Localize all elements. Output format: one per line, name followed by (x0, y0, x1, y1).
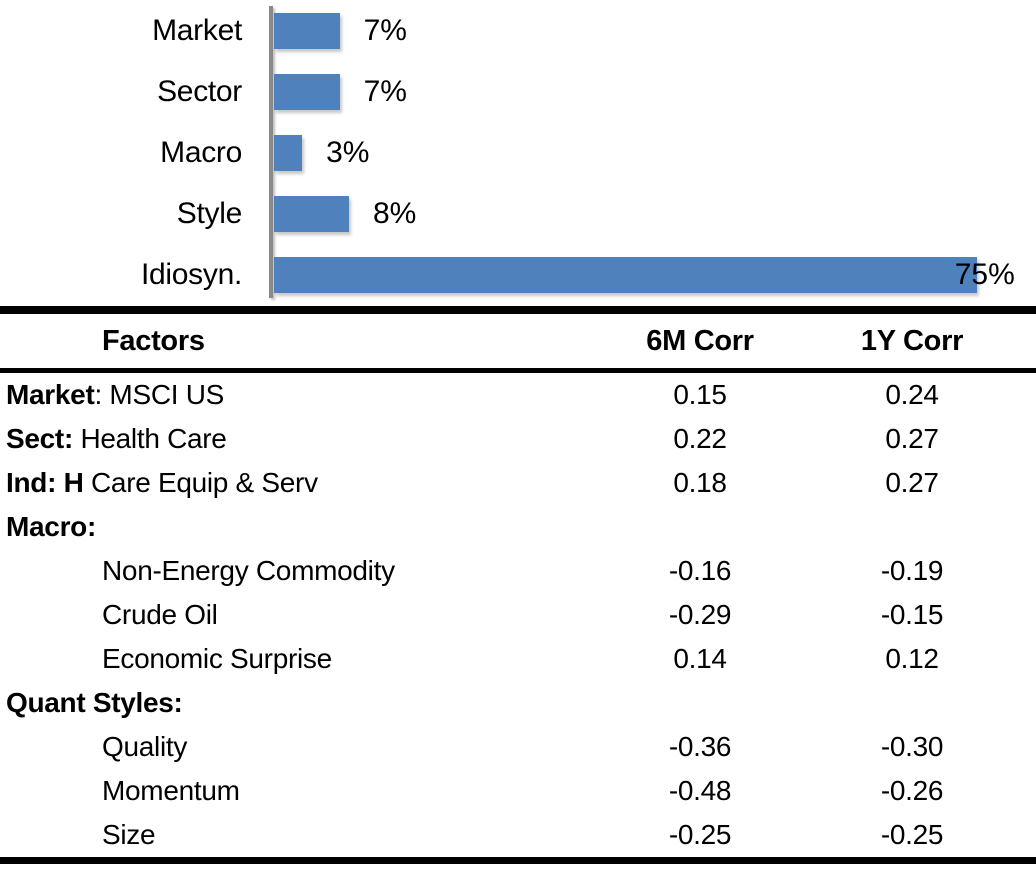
factor-cell: Macro: (0, 511, 580, 543)
corr-6m-cell: 0.22 (673, 423, 727, 454)
chart-category-label: Style (176, 196, 243, 230)
factor-cell: Market: MSCI US (0, 379, 580, 411)
table-body: Market: MSCI US 0.15 0.24 Sect: Health Care… (0, 373, 1036, 857)
header-1y-corr: 1Y Corr (860, 324, 964, 357)
factor-label: : MSCI US (94, 379, 225, 410)
factor-label-bold: Sect: (6, 423, 73, 454)
chart-row-market: Market 7% (0, 0, 1036, 61)
corr-6m-cell: 0.15 (673, 379, 727, 410)
chart-row-idiosyn: Idiosyn. 75% (0, 244, 1036, 305)
table-row: Economic Surprise 0.14 0.12 (0, 637, 1036, 681)
corr-1y-cell: -0.26 (880, 775, 944, 806)
corr-6m-cell: -0.48 (668, 775, 732, 806)
factor-label: Momentum (102, 775, 240, 806)
chart-bar (274, 134, 303, 171)
factor-cell: Quality (0, 731, 580, 763)
corr-6m-cell: 0.18 (673, 467, 727, 498)
chart-row-style: Style 8% (0, 183, 1036, 244)
corr-6m-cell: -0.36 (668, 731, 732, 762)
table-row: Sect: Health Care 0.22 0.27 (0, 417, 1036, 461)
corr-6m-cell: -0.25 (668, 819, 732, 850)
chart-bar (274, 195, 349, 232)
corr-6m-cell: 0.14 (673, 643, 727, 674)
chart-bar (274, 256, 977, 293)
factor-cell: Sect: Health Care (0, 423, 580, 455)
factor-label-bold: Ind: H (6, 467, 84, 498)
corr-1y-cell: 0.12 (885, 643, 939, 674)
factor-cell: Size (0, 819, 580, 851)
chart-bar (274, 73, 340, 110)
table-row: Momentum -0.48 -0.26 (0, 769, 1036, 813)
factor-cell: Quant Styles: (0, 687, 580, 719)
corr-1y-cell: -0.15 (880, 599, 944, 630)
factor-label-bold: Market (6, 379, 95, 410)
header-6m-corr: 6M Corr (646, 324, 754, 357)
corr-6m-cell: -0.29 (668, 599, 732, 630)
table-row: Ind: H Care Equip & Serv 0.18 0.27 (0, 461, 1036, 505)
table-row: Macro: (0, 505, 1036, 549)
corr-1y-cell: -0.25 (880, 819, 944, 850)
table-row: Size -0.25 -0.25 (0, 813, 1036, 857)
chart-value-label: 8% (372, 196, 417, 230)
table-header-row: Factors 6M Corr 1Y Corr (0, 314, 1036, 368)
factor-label: Care Equip & Serv (83, 467, 318, 498)
corr-1y-cell: 0.24 (885, 379, 939, 410)
table-bottom-rule (0, 857, 1036, 864)
table-row: Quant Styles: (0, 681, 1036, 725)
factor-cell: Ind: H Care Equip & Serv (0, 467, 580, 499)
chart-category-label: Sector (157, 74, 242, 108)
factor-cell: Economic Surprise (0, 643, 580, 675)
factor-label: Health Care (72, 423, 227, 454)
chart-axis-line (269, 6, 273, 298)
chart-value-label: 75% (954, 257, 1015, 291)
corr-1y-cell: -0.30 (880, 731, 944, 762)
chart-value-label: 3% (326, 135, 370, 169)
table-row: Quality -0.36 -0.30 (0, 725, 1036, 769)
corr-6m-cell: -0.16 (668, 555, 732, 586)
header-factors: Factors (102, 324, 205, 357)
factor-label: Non-Energy Commodity (102, 555, 395, 586)
factor-cell: Crude Oil (0, 599, 580, 631)
factor-label: Size (102, 819, 156, 850)
factor-cell: Momentum (0, 775, 580, 807)
chart-bar (274, 12, 340, 49)
factor-cell: Non-Energy Commodity (0, 555, 580, 587)
factor-label-bold: Quant Styles: (6, 687, 183, 718)
chart-rows: Market 7% Sector 7% Macro 3% Style 8% Idiosyn. 75… (0, 0, 1036, 305)
chart-category-label: Market (152, 13, 242, 47)
factor-label: Quality (102, 731, 188, 762)
chart-row-sector: Sector 7% (0, 61, 1036, 122)
table-row: Non-Energy Commodity -0.16 -0.19 (0, 549, 1036, 593)
corr-1y-cell: -0.19 (880, 555, 944, 586)
factor-label-bold: Macro: (6, 511, 96, 542)
table-top-rule (0, 306, 1036, 314)
header-divider-rule (0, 368, 1036, 373)
factor-label: Economic Surprise (102, 643, 332, 674)
chart-value-label: 7% (363, 74, 407, 108)
table-row: Crude Oil -0.29 -0.15 (0, 593, 1036, 637)
chart-value-label: 7% (363, 13, 407, 47)
corr-1y-cell: 0.27 (885, 467, 939, 498)
table-row: Market: MSCI US 0.15 0.24 (0, 373, 1036, 417)
factor-correlation-table: Factors 6M Corr 1Y Corr Market: MSCI US 0… (0, 306, 1036, 864)
chart-category-label: Idiosyn. (141, 257, 242, 291)
chart-row-macro: Macro 3% (0, 122, 1036, 183)
factor-label: Crude Oil (102, 599, 218, 630)
chart-category-label: Macro (160, 135, 242, 169)
corr-1y-cell: 0.27 (885, 423, 939, 454)
factor-contribution-bar-chart: Market 7% Sector 7% Macro 3% Style 8% Idiosyn. 75… (0, 0, 1036, 306)
